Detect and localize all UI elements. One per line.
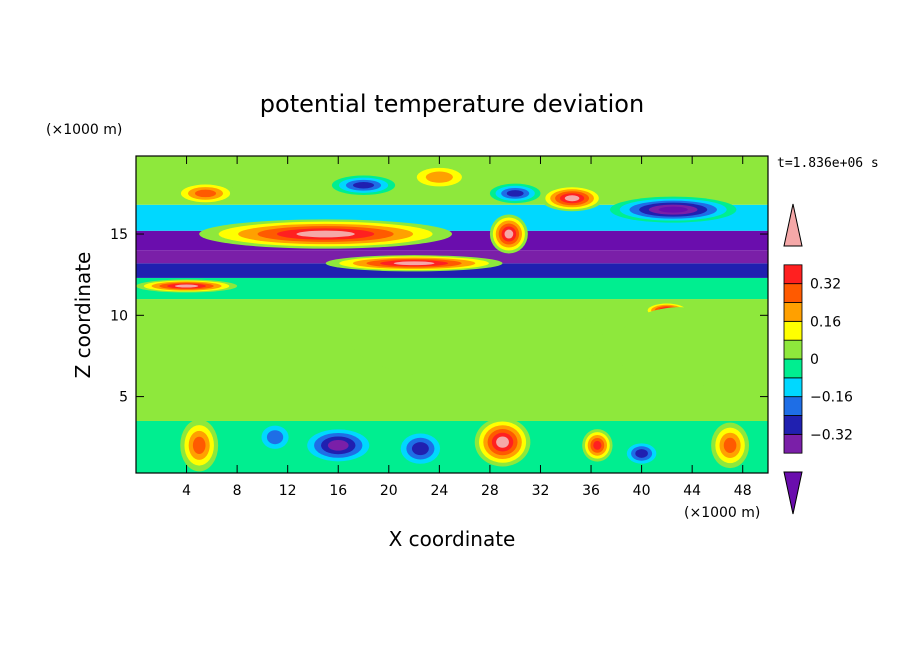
colorbar-tick-label: 0 [810, 352, 819, 368]
colorbar-tick-label: 0.32 [810, 277, 841, 293]
colorbar-bin [783, 396, 803, 416]
field-feature [504, 229, 514, 239]
x-axis-label: X coordinate [389, 527, 516, 551]
field-feature [393, 261, 435, 266]
y-axis-label: Z coordinate [71, 252, 95, 379]
colorbar-tick-label: −0.32 [810, 427, 853, 443]
y-tick-label: 10 [110, 308, 128, 324]
field-feature [723, 437, 737, 453]
x-tick-label: 20 [380, 483, 398, 499]
colorbar-bin [783, 377, 803, 398]
colorbar-bin [783, 283, 803, 303]
y-unit-label: (×1000 m) [46, 122, 122, 138]
y-tick-label: 5 [119, 390, 128, 406]
x-tick-label: 40 [633, 483, 651, 499]
x-tick-label: 36 [582, 483, 600, 499]
chart-title: potential temperature deviation [260, 90, 644, 118]
colorbar-bin [783, 264, 803, 285]
x-axis: 4 8 12 16 20 24 28 32 36 40 44 48 [182, 156, 752, 499]
x-tick-label: 12 [279, 483, 297, 499]
field-band [136, 420, 768, 473]
colorbar-tick-label: 0.16 [810, 314, 841, 330]
field-feature [564, 195, 580, 202]
field-feature [194, 189, 217, 198]
colorbar-tick-label: −0.16 [810, 390, 853, 406]
field-feature [174, 284, 199, 288]
field-feature [266, 430, 284, 445]
field-feature [411, 442, 429, 456]
colorbar-extend-high [783, 203, 803, 247]
colorbar: 0.32 0.16 0 −0.16 −0.32 [783, 203, 853, 515]
colorbar-bin [783, 433, 803, 454]
colorbar-extend-low [783, 471, 803, 515]
colorbar-bin [783, 320, 803, 341]
colorbar-bin [783, 339, 803, 360]
plot-area [135, 155, 769, 474]
colorbar-bin [783, 415, 803, 435]
field-feature [658, 206, 688, 213]
field-feature [352, 182, 375, 189]
field-feature [350, 299, 604, 381]
x-tick-label: 48 [734, 483, 752, 499]
field-feature [616, 307, 743, 389]
field-feature [506, 190, 524, 197]
colorbar-bin [783, 358, 803, 379]
field-feature [296, 230, 355, 238]
time-label: t=1.836e+06 s [777, 156, 879, 171]
x-tick-label: 4 [182, 483, 191, 499]
x-tick-label: 28 [481, 483, 499, 499]
y-axis: 5 10 15 [110, 227, 768, 406]
field-band [136, 277, 768, 300]
field-feature [635, 449, 648, 458]
plot-frame [135, 155, 769, 474]
field-feature [496, 436, 509, 448]
colorbar-bin [783, 302, 803, 322]
x-tick-label: 8 [233, 483, 242, 499]
field-feature [327, 440, 349, 451]
x-unit-label: (×1000 m) [684, 505, 760, 521]
x-tick-label: 44 [683, 483, 701, 499]
x-tick-label: 32 [532, 483, 550, 499]
x-tick-label: 16 [329, 483, 347, 499]
field-feature [593, 440, 602, 450]
field-feature [192, 436, 206, 455]
x-tick-label: 24 [430, 483, 448, 499]
y-tick-label: 15 [110, 227, 128, 243]
contour-field [136, 156, 768, 473]
field-feature [425, 171, 453, 183]
